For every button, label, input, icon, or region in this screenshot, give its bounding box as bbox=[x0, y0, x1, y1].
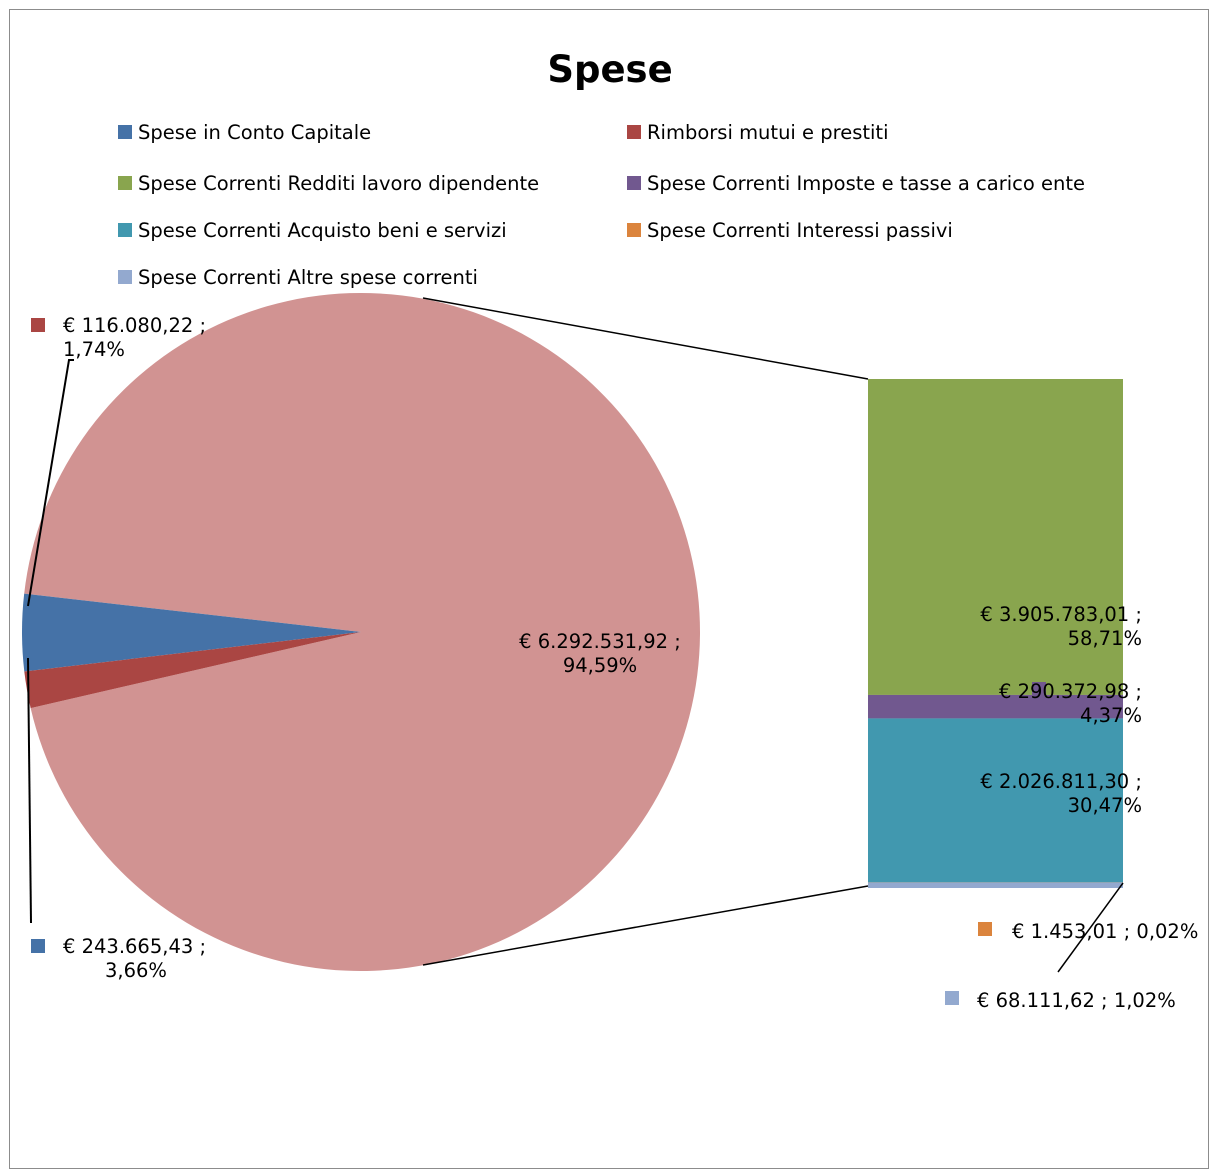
legend-item-interessi-passivi: Spese Correnti Interessi passivi bbox=[627, 218, 953, 242]
pie-slice-rimborsi-mutui bbox=[24, 632, 362, 709]
legend-label-acquisto-beni: Spese Correnti Acquisto beni e servizi bbox=[138, 218, 507, 242]
legend-swatch-imposte-tasse bbox=[627, 176, 641, 190]
legend-label-redditi-lavoro: Spese Correnti Redditi lavoro dipendente bbox=[138, 171, 540, 195]
data-label-imposte-tasse: € 290.372,98 ; 4,37% bbox=[999, 680, 1142, 727]
leader-line-rimborsi bbox=[27, 359, 74, 607]
legend-item-acquisto-beni: Spese Correnti Acquisto beni e servizi bbox=[118, 218, 507, 242]
legend-swatch-altre-spese bbox=[118, 270, 132, 284]
bar-of-pie-chart: € 6.292.531,92 ; 94,59% € 116.080,22 ; 1,74… bbox=[22, 292, 1198, 1012]
data-label-marker-imposte bbox=[1032, 682, 1046, 696]
connector-bottom bbox=[422, 885, 869, 966]
data-label-conto-capitale: € 243.665,43 ; bbox=[63, 935, 206, 958]
legend-label-altre-spese: Spese Correnti Altre spese correnti bbox=[138, 265, 478, 289]
bar-segment-0 bbox=[868, 379, 1123, 695]
leader-line-conto-capitale bbox=[27, 657, 32, 924]
connector-top bbox=[422, 297, 869, 380]
chart-title: Spese bbox=[547, 48, 673, 91]
legend-label-conto-capitale: Spese in Conto Capitale bbox=[138, 120, 372, 144]
legend-swatch-acquisto-beni bbox=[118, 223, 132, 237]
legend-swatch-conto-capitale bbox=[118, 125, 132, 139]
leader-line-altre bbox=[1057, 882, 1124, 973]
data-label-interessi-passivi: € 1.453,01 ; 0,02% bbox=[1012, 920, 1198, 943]
chart-area: Spese Spese in Conto Capitale Rimborsi m… bbox=[9, 9, 1209, 1169]
data-label-redditi-lavoro: € 3.905.783,01 ; 58,71% bbox=[980, 603, 1142, 650]
bar-segment-1 bbox=[868, 694, 1123, 719]
data-label-conto-capitale-pct: 3,66% bbox=[105, 959, 167, 982]
data-label-marker-interessi bbox=[978, 922, 992, 936]
legend-swatch-interessi-passivi bbox=[627, 223, 641, 237]
legend-swatch-redditi-lavoro bbox=[118, 176, 132, 190]
data-label-rimborsi-mutui: € 116.080,22 ; 1,74% bbox=[63, 314, 206, 361]
data-label-marker-conto-capitale bbox=[31, 939, 45, 953]
legend-item-altre-spese: Spese Correnti Altre spese correnti bbox=[118, 265, 478, 289]
bar-segment-4 bbox=[868, 882, 1123, 888]
pie-slice-conto-capitale bbox=[22, 593, 362, 672]
data-label-acquisto-beni: € 2.026.811,30 ; 30,47% bbox=[980, 770, 1142, 817]
data-label-marker-altre bbox=[945, 991, 959, 1005]
legend-swatch-rimborsi-mutui bbox=[627, 125, 641, 139]
legend-item-rimborsi-mutui: Rimborsi mutui e prestiti bbox=[627, 120, 888, 144]
legend-item-imposte-tasse: Spese Correnti Imposte e tasse a carico … bbox=[627, 171, 1085, 195]
bar-segment-2 bbox=[868, 718, 1123, 883]
legend-item-redditi-lavoro: Spese Correnti Redditi lavoro dipendente bbox=[118, 171, 539, 195]
legend-label-interessi-passivi: Spese Correnti Interessi passivi bbox=[647, 218, 953, 242]
legend-label-imposte-tasse: Spese Correnti Imposte e tasse a carico … bbox=[647, 171, 1085, 195]
legend-label-rimborsi-mutui: Rimborsi mutui e prestiti bbox=[647, 120, 889, 144]
data-label-other: € 6.292.531,92 ; 94,59% bbox=[519, 630, 681, 677]
legend-item-conto-capitale: Spese in Conto Capitale bbox=[118, 120, 371, 144]
data-label-marker-rimborsi bbox=[31, 318, 45, 332]
pie-slice-other bbox=[24, 292, 701, 971]
data-label-altre-spese: € 68.111,62 ; 1,02% bbox=[977, 989, 1176, 1012]
